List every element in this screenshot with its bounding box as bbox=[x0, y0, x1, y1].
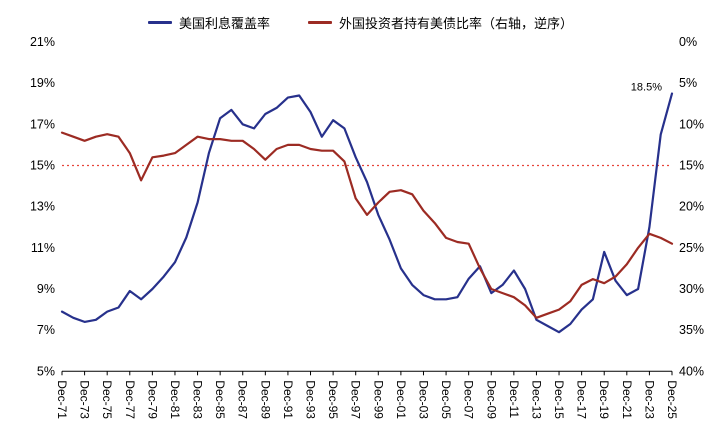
svg-text:Dec-91: Dec-91 bbox=[281, 380, 295, 419]
svg-text:Dec-23: Dec-23 bbox=[642, 380, 656, 419]
svg-text:21%: 21% bbox=[30, 35, 55, 49]
svg-text:Dec-09: Dec-09 bbox=[484, 380, 498, 419]
svg-text:35%: 35% bbox=[679, 323, 704, 337]
svg-text:10%: 10% bbox=[679, 117, 704, 131]
svg-text:7%: 7% bbox=[37, 323, 55, 337]
x-axis bbox=[61, 370, 673, 376]
svg-text:Dec-81: Dec-81 bbox=[168, 380, 182, 419]
series-line-interest-coverage bbox=[60, 92, 674, 334]
svg-text:15%: 15% bbox=[679, 158, 704, 172]
svg-text:20%: 20% bbox=[679, 200, 704, 214]
svg-text:25%: 25% bbox=[679, 241, 704, 255]
svg-text:9%: 9% bbox=[37, 282, 55, 296]
svg-text:Dec-97: Dec-97 bbox=[349, 380, 363, 419]
svg-text:15%: 15% bbox=[30, 158, 55, 172]
svg-text:Dec-75: Dec-75 bbox=[100, 380, 114, 419]
svg-text:Dec-79: Dec-79 bbox=[145, 380, 159, 419]
svg-text:Dec-15: Dec-15 bbox=[552, 380, 566, 419]
annotation-latest-value: 18.5% bbox=[631, 81, 662, 93]
svg-text:19%: 19% bbox=[30, 76, 55, 90]
chart-legend: 美国利息覆盖率 外国投资者持有美债比率（右轴，逆序） bbox=[0, 13, 721, 32]
svg-text:0%: 0% bbox=[679, 35, 697, 49]
svg-text:Dec-25: Dec-25 bbox=[665, 380, 679, 419]
svg-text:Dec-17: Dec-17 bbox=[575, 380, 589, 419]
svg-text:Dec-83: Dec-83 bbox=[191, 380, 205, 419]
svg-text:Dec-19: Dec-19 bbox=[597, 380, 611, 419]
svg-text:11%: 11% bbox=[31, 241, 55, 255]
svg-text:Dec-89: Dec-89 bbox=[258, 380, 272, 419]
right-axis-labels: 0% 5% 10% 15% 20% 25% 30% 35% 40% bbox=[679, 35, 704, 378]
legend-item-foreign-holdings: 外国投资者持有美债比率（右轴，逆序） bbox=[308, 13, 573, 32]
svg-text:Dec-93: Dec-93 bbox=[304, 380, 318, 419]
series-line-foreign-holdings bbox=[60, 131, 674, 319]
svg-text:40%: 40% bbox=[679, 364, 704, 378]
svg-text:Dec-11: Dec-11 bbox=[507, 380, 521, 418]
svg-text:Dec-71: Dec-71 bbox=[55, 380, 69, 419]
svg-text:Dec-99: Dec-99 bbox=[371, 380, 385, 419]
svg-text:Dec-13: Dec-13 bbox=[529, 380, 543, 419]
svg-text:17%: 17% bbox=[30, 117, 55, 131]
svg-text:Dec-85: Dec-85 bbox=[213, 380, 227, 419]
svg-text:Dec-73: Dec-73 bbox=[78, 380, 92, 419]
legend-line-swatch-red bbox=[308, 21, 332, 24]
legend-label-foreign-holdings: 外国投资者持有美债比率（右轴，逆序） bbox=[339, 16, 574, 31]
svg-text:Dec-77: Dec-77 bbox=[123, 380, 137, 419]
svg-text:5%: 5% bbox=[679, 76, 697, 90]
legend-item-interest-coverage: 美国利息覆盖率 bbox=[147, 13, 270, 32]
svg-text:30%: 30% bbox=[679, 282, 704, 296]
legend-label-interest-coverage: 美国利息覆盖率 bbox=[178, 16, 270, 31]
x-axis-labels: Dec-71 Dec-73 Dec-75 Dec-77 Dec-79 Dec-81 Dec-… bbox=[55, 380, 679, 419]
svg-text:Dec-01: Dec-01 bbox=[394, 380, 408, 419]
svg-text:5%: 5% bbox=[37, 364, 55, 378]
svg-text:Dec-07: Dec-07 bbox=[462, 380, 476, 419]
svg-text:Dec-03: Dec-03 bbox=[416, 380, 430, 419]
svg-text:Dec-87: Dec-87 bbox=[236, 380, 250, 419]
svg-text:Dec-21: Dec-21 bbox=[620, 380, 634, 419]
legend-line-swatch-blue bbox=[147, 21, 172, 24]
left-axis-labels: 21% 19% 17% 15% 13% 11% 9% 7% 5% bbox=[30, 35, 55, 378]
svg-text:Dec-05: Dec-05 bbox=[439, 380, 453, 419]
svg-text:13%: 13% bbox=[30, 200, 55, 214]
svg-text:Dec-95: Dec-95 bbox=[326, 380, 340, 419]
